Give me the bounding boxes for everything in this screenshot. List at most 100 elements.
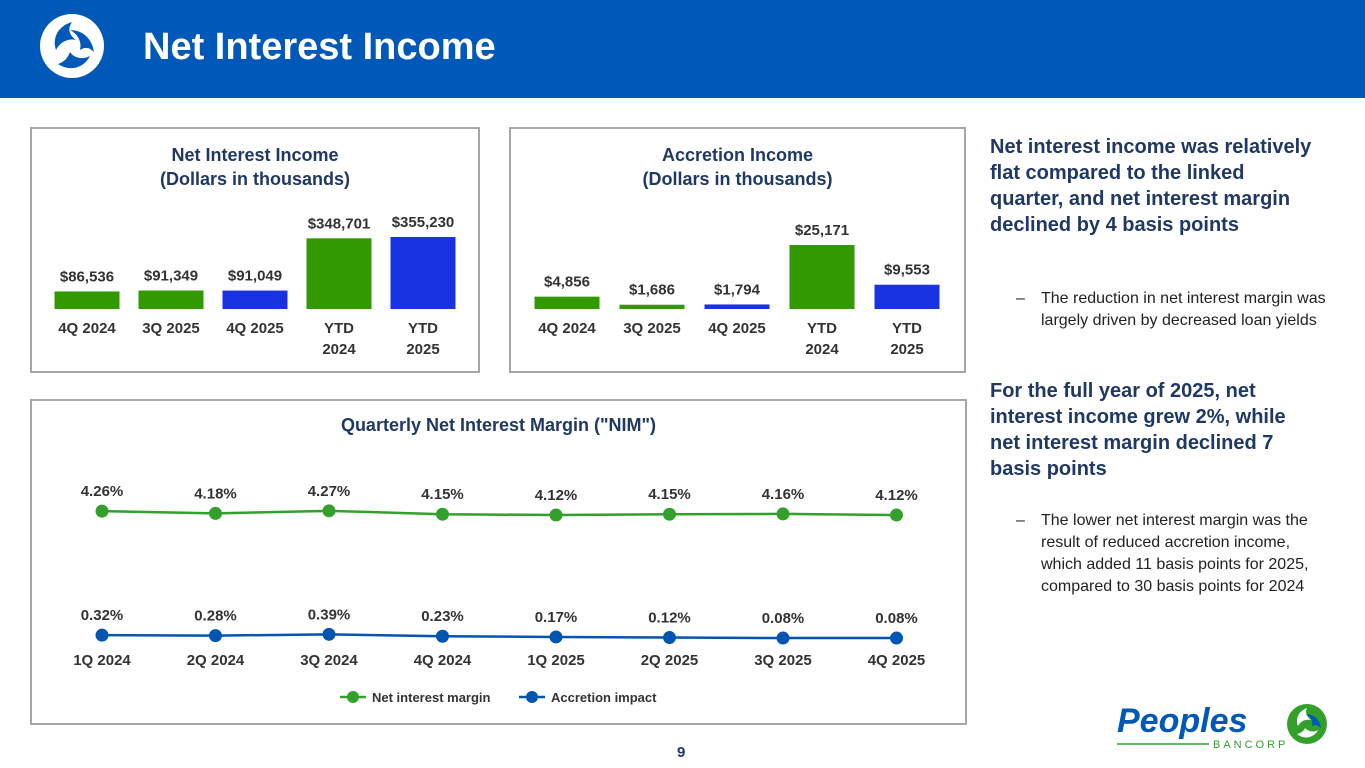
nii-data-label: $348,701 xyxy=(308,215,371,232)
accretion-tick-label: 2025 xyxy=(890,341,923,358)
nim-data-label: 4.18% xyxy=(194,485,237,502)
nim-tick-label: 4Q 2025 xyxy=(868,652,926,669)
nii-tick-label: YTD xyxy=(324,320,354,337)
nii-tick-label: YTD xyxy=(408,320,438,337)
commentary-sub-2: – The lower net interest margin was the … xyxy=(1016,510,1326,620)
accretion-tick-label: 2024 xyxy=(805,341,839,358)
nim-panel: Quarterly Net Interest Margin ("NIM") 4.… xyxy=(30,399,967,725)
accretion-data-label: $25,171 xyxy=(795,222,849,239)
accretion-bar xyxy=(619,304,685,309)
accretion-tick-label: 4Q 2024 xyxy=(538,320,596,337)
peoples-logo-icon xyxy=(40,14,104,78)
nim-point xyxy=(209,506,222,520)
nim-data-label: 4.12% xyxy=(535,487,578,504)
nii-tick-label: 4Q 2024 xyxy=(58,320,116,337)
nii-bar xyxy=(306,238,372,309)
nii-data-label: $91,349 xyxy=(144,267,198,284)
nii-bar xyxy=(138,290,204,309)
accretion-point xyxy=(209,629,222,643)
accretion-data-label: 0.23% xyxy=(421,608,464,625)
commentary-sub-1: – The reduction in net interest margin w… xyxy=(1016,288,1326,354)
nii-data-label: $91,049 xyxy=(228,268,282,285)
nii-title: Net Interest Income (Dollars in thousand… xyxy=(32,143,478,191)
nim-data-label: 4.12% xyxy=(875,487,918,504)
accretion-point xyxy=(663,631,676,645)
nii-bar xyxy=(54,291,120,309)
accretion-point xyxy=(549,630,563,644)
nim-point xyxy=(549,508,563,522)
legend-marker xyxy=(526,691,538,703)
accretion-bar xyxy=(874,284,940,309)
nii-tick-label: 3Q 2025 xyxy=(142,320,200,337)
accretion-data-label: 0.32% xyxy=(81,607,124,624)
nim-point xyxy=(663,507,676,521)
nim-data-label: 4.15% xyxy=(421,486,464,503)
nim-data-label: 4.26% xyxy=(81,483,124,500)
brand-swirl-icon xyxy=(1287,704,1327,744)
nii-bar-chart: $86,536 4Q 2024 $91,349 3Q 2025 $91,049 4Q 20… xyxy=(54,214,456,358)
nim-tick-label: 1Q 2025 xyxy=(527,652,585,669)
legend-label: Net interest margin xyxy=(372,690,491,705)
nii-bar xyxy=(222,290,288,309)
nim-data-label: 4.16% xyxy=(762,486,805,503)
accretion-tick-label: 3Q 2025 xyxy=(623,320,681,337)
nim-point xyxy=(322,504,336,518)
accretion-bar xyxy=(704,304,770,309)
accretion-data-label: 0.12% xyxy=(648,610,691,627)
nim-data-label: 4.15% xyxy=(648,486,691,503)
accretion-bar xyxy=(534,296,600,309)
accretion-data-label: $9,553 xyxy=(884,262,930,279)
nim-point xyxy=(890,508,903,522)
nim-tick-label: 3Q 2024 xyxy=(300,652,358,669)
nii-bar xyxy=(390,237,456,309)
nim-tick-label: 1Q 2024 xyxy=(73,652,131,669)
accretion-point xyxy=(436,629,449,643)
nim-series-line xyxy=(101,509,897,517)
accretion-title-line1: Accretion Income xyxy=(661,145,814,165)
commentary-sub-2-text: The lower net interest margin was the re… xyxy=(1041,512,1309,595)
nim-point xyxy=(436,507,449,521)
nim-point xyxy=(95,504,109,518)
dash-1: – xyxy=(1016,290,1025,307)
nii-title-line1: Net Interest Income xyxy=(171,145,339,165)
nii-title-line2: (Dollars in thousands) xyxy=(159,169,350,189)
nim-point xyxy=(776,507,790,521)
brand-sub: BANCORP xyxy=(1213,739,1288,751)
accretion-tick-label: YTD xyxy=(892,320,922,337)
nii-tick-label: 2025 xyxy=(406,341,439,358)
nii-data-label: $355,230 xyxy=(392,214,455,231)
accretion-data-label: 0.08% xyxy=(762,610,805,627)
legend-label: Accretion impact xyxy=(551,690,657,705)
page-number: 9 xyxy=(677,744,686,761)
accretion-tick-label: YTD xyxy=(807,320,837,337)
accretion-data-label: 0.28% xyxy=(194,608,237,625)
accretion-data-label: 0.08% xyxy=(875,610,918,627)
accretion-data-label: $1,794 xyxy=(714,281,761,298)
header-bar: Net Interest Income xyxy=(0,0,1365,98)
accretion-bar xyxy=(789,245,855,309)
accretion-data-label: 0.39% xyxy=(308,606,351,623)
accretion-series-line xyxy=(101,633,897,640)
dash-2: – xyxy=(1016,512,1025,529)
commentary-point-2: For the full year of 2025, net interest … xyxy=(990,380,1286,480)
accretion-title-line2: (Dollars in thousands) xyxy=(642,169,833,189)
commentary-point-1: Net interest income was relatively flat … xyxy=(990,136,1312,236)
accretion-point xyxy=(890,631,903,645)
nim-tick-label: 2Q 2024 xyxy=(187,652,245,669)
nim-tick-label: 4Q 2024 xyxy=(414,652,472,669)
nim-tick-label: 2Q 2025 xyxy=(641,652,699,669)
accretion-data-label: $4,856 xyxy=(544,274,590,291)
nim-line-chart: 4.26% 4.18% 4.27% 4.15% 4.12% 4.15% 4.16% 4.12%… xyxy=(73,483,926,705)
nim-title: Quarterly Net Interest Margin ("NIM") xyxy=(340,415,657,435)
nim-data-label: 4.27% xyxy=(308,483,351,500)
nii-data-label: $86,536 xyxy=(60,268,114,285)
nii-tick-label: 2024 xyxy=(322,341,356,358)
accretion-title: Accretion Income (Dollars in thousands) xyxy=(511,143,964,191)
accretion-point xyxy=(322,627,336,641)
accretion-data-label: $1,686 xyxy=(629,282,675,299)
accretion-point xyxy=(95,628,109,642)
peoples-bancorp-logo: Peoples BANCORP xyxy=(1117,702,1327,751)
accretion-data-label: 0.17% xyxy=(535,609,578,626)
brand-name: Peoples xyxy=(1117,702,1247,740)
page-title: Net Interest Income xyxy=(143,26,496,68)
